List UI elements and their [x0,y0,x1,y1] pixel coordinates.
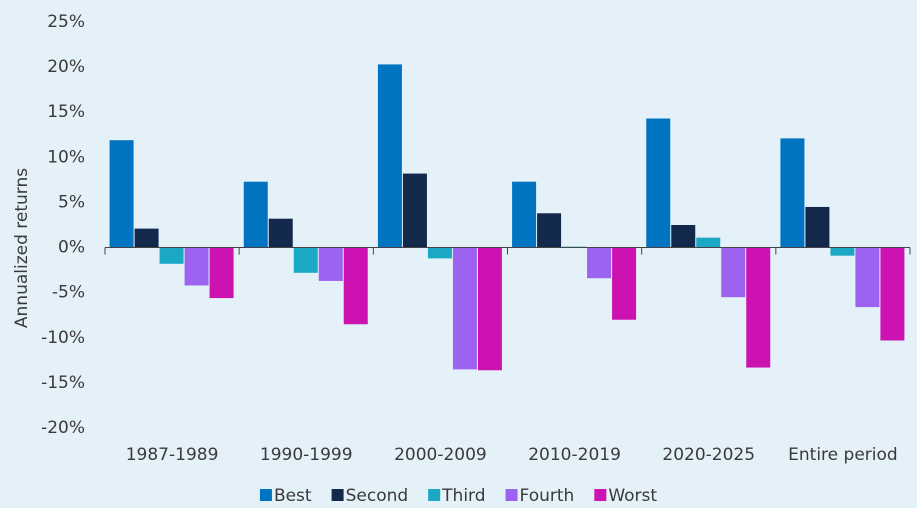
y-axis-label: Annualized returns [12,168,32,328]
bar [805,206,830,248]
y-tick-label: 25% [47,12,85,32]
bar [830,247,855,256]
bar [855,247,880,308]
bar [134,228,159,248]
y-tick-label: -15% [41,373,85,393]
bar [109,140,134,248]
legend-swatch [331,489,344,501]
legend-label: Best [274,486,312,506]
y-tick-label: 0% [58,238,85,258]
bar [159,247,184,264]
bar [377,64,402,248]
y-tick-label: 20% [47,57,85,77]
bar [318,247,343,281]
bar [452,247,477,370]
bar [427,247,452,259]
bar [512,181,537,248]
legend-label: Third [441,486,485,506]
x-tick-label: 1990-1999 [260,445,353,465]
legend-label: Worst [608,486,657,506]
y-tick-label: 5% [58,192,85,212]
bar [880,247,905,341]
bar [293,247,318,273]
legend-swatch [259,489,272,501]
y-tick-label: -5% [52,283,85,303]
legend-swatch [594,489,607,501]
bar [612,247,637,320]
bar [696,237,721,248]
legend-label: Fourth [520,486,575,506]
x-tick-label: 2020-2025 [662,445,755,465]
bar [721,247,746,298]
legend-label: Second [346,486,409,506]
bar [243,181,268,248]
bar [646,118,671,248]
bar [780,138,805,248]
y-tick-label: -10% [41,328,85,348]
x-tick-label: 1987-1989 [126,445,219,465]
legend-swatch [505,489,518,501]
bar [209,247,234,299]
bar [671,225,696,248]
bar [402,173,427,248]
x-tick-label: 2000-2009 [394,445,487,465]
y-tick-label: -20% [41,418,85,438]
bar [343,247,368,325]
bar [477,247,502,371]
bar [184,247,209,286]
bar [746,247,771,368]
bar [587,247,612,279]
x-tick-label: 2010-2019 [528,445,621,465]
y-tick-label: 15% [47,102,85,122]
bar [537,213,562,248]
legend-swatch [428,489,441,501]
x-tick-label: Entire period [788,445,898,465]
bar [268,218,293,248]
y-tick-label: 10% [47,147,85,167]
